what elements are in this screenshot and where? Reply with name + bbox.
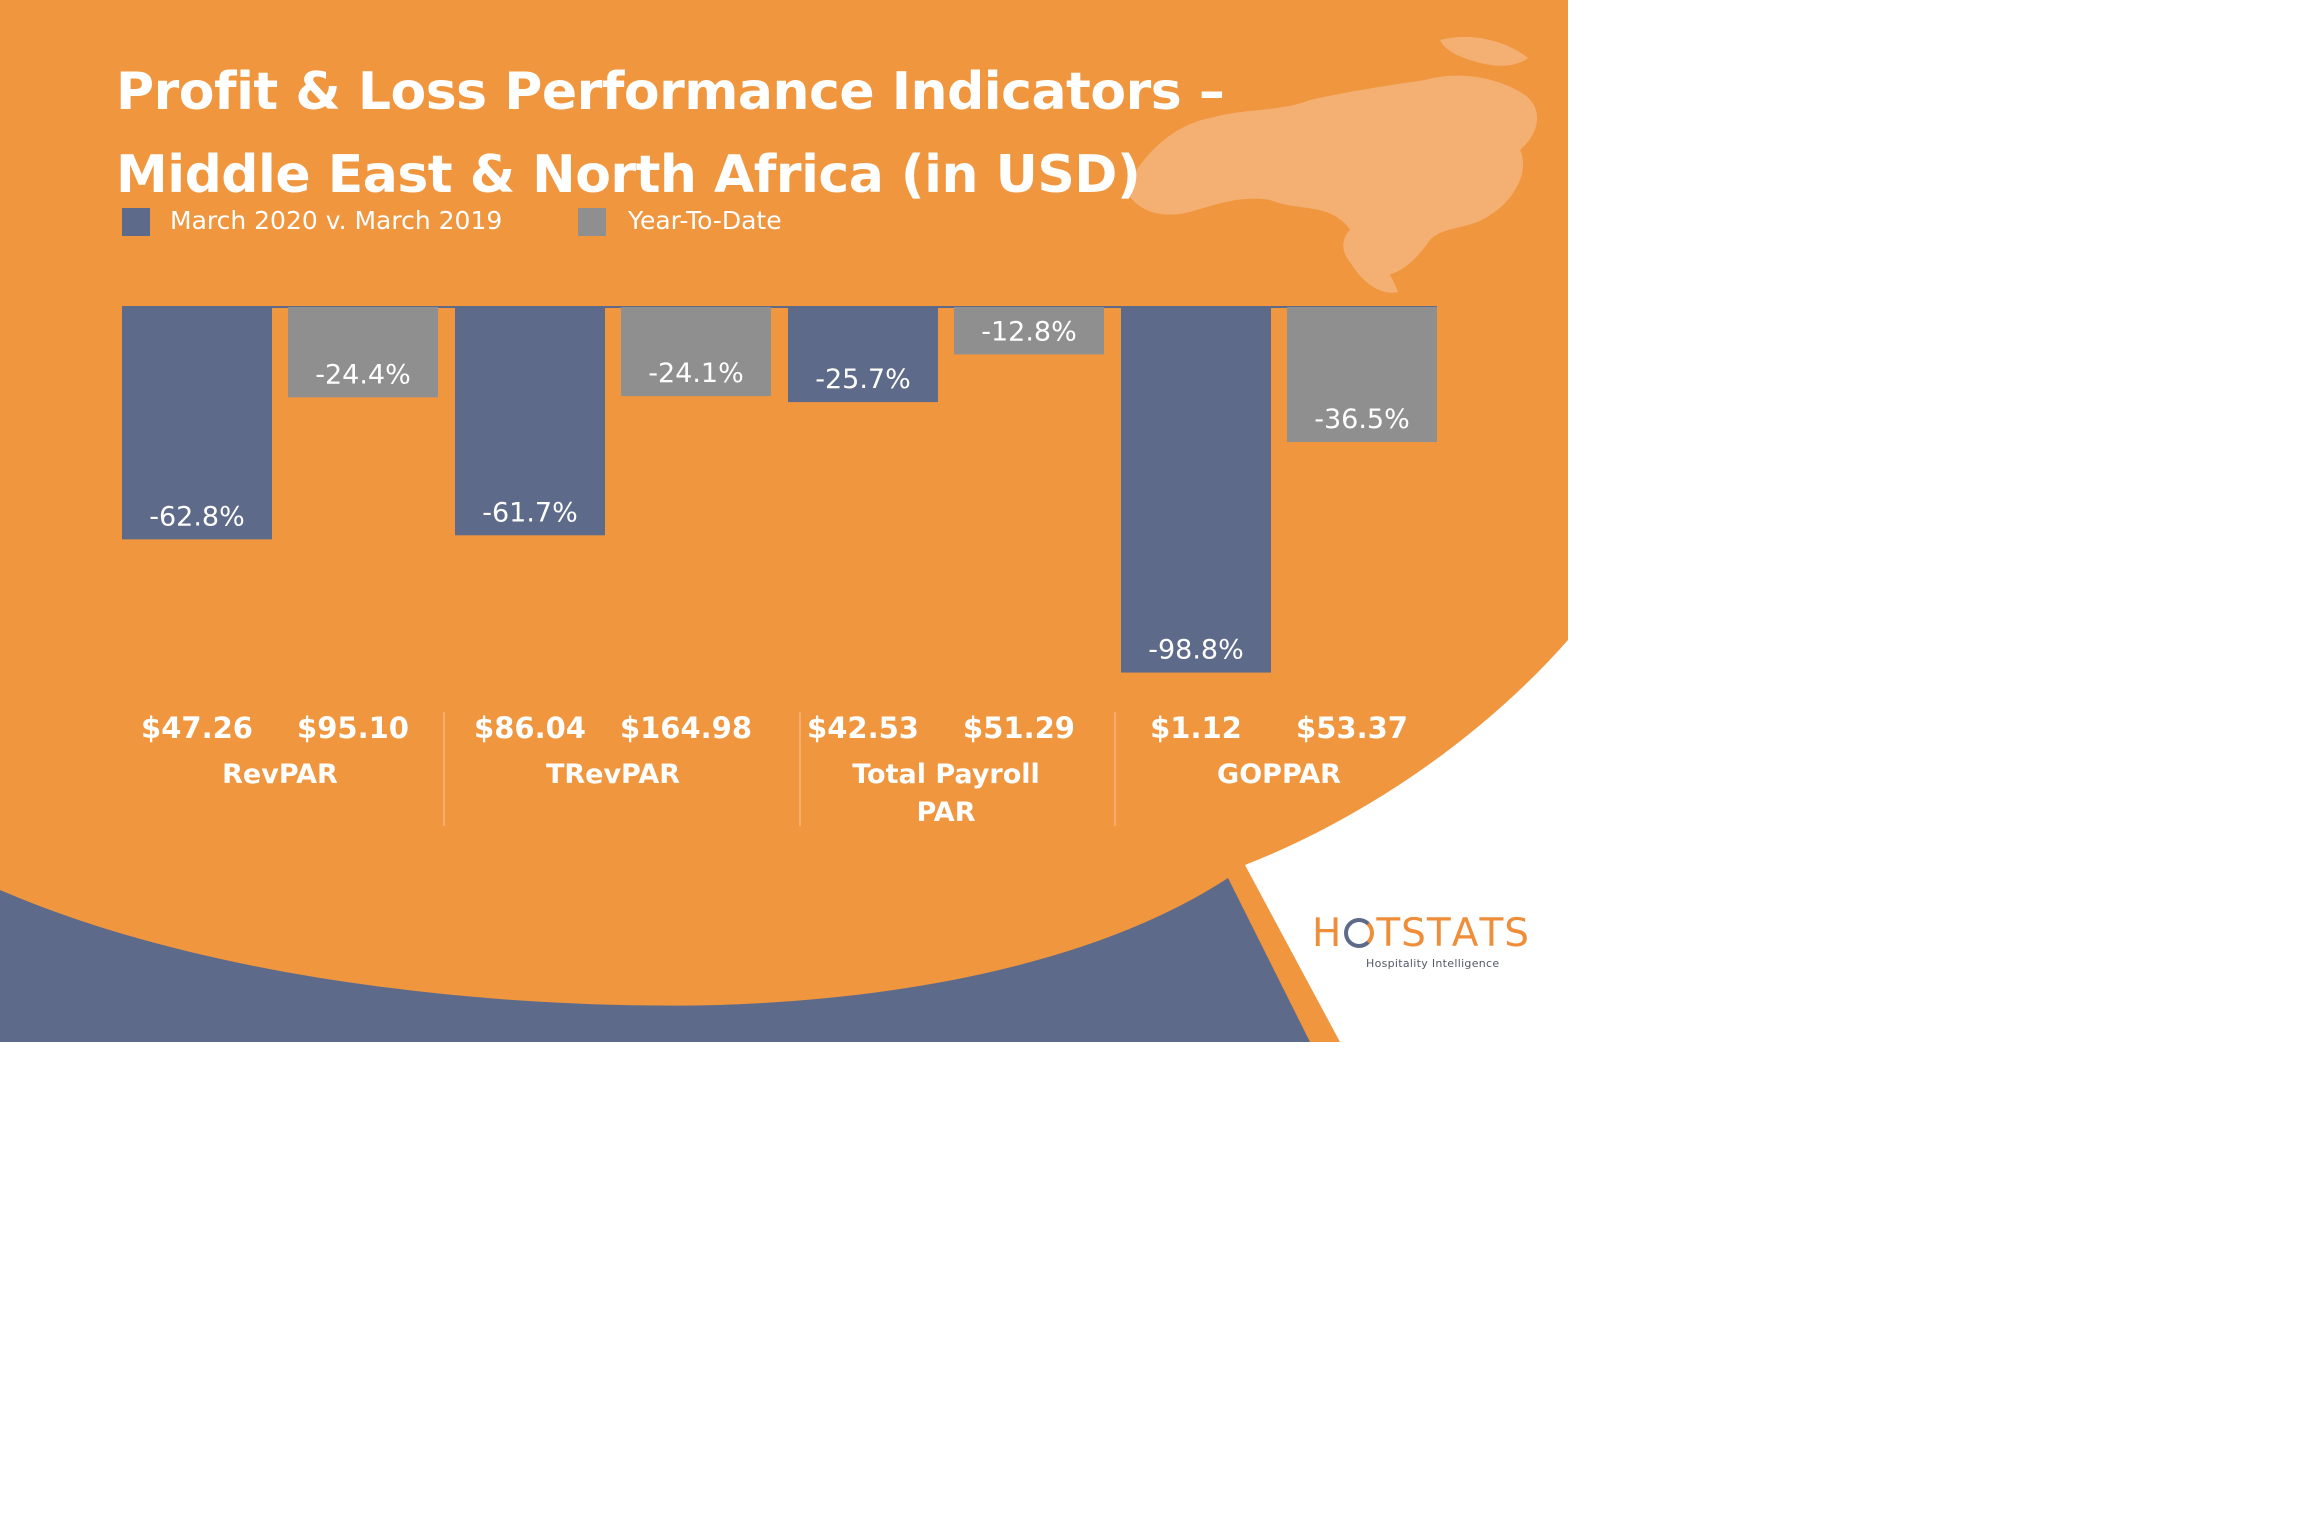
bar-monthly-0 — [122, 307, 272, 540]
usd-value-monthly-1: $86.04 — [474, 711, 586, 745]
bar-label-monthly-3: -98.8% — [1148, 635, 1244, 666]
bar-label-ytd-2: -12.8% — [981, 316, 1077, 347]
logo-tagline: Hospitality Intelligence — [1366, 957, 1500, 970]
usd-value-ytd-3: $53.37 — [1296, 711, 1408, 745]
bar-label-ytd-3: -36.5% — [1314, 404, 1410, 435]
usd-value-monthly-3: $1.12 — [1150, 711, 1242, 745]
usd-value-ytd-0: $95.10 — [297, 711, 409, 745]
bar-ytd-1 — [621, 307, 771, 397]
usd-value-ytd-2: $51.29 — [963, 711, 1075, 745]
legend-label-ytd: Year-To-Date — [628, 206, 782, 235]
mena-map-decoration — [1125, 36, 1538, 293]
bottom-band — [0, 878, 1310, 1042]
legend-swatch-monthly — [122, 208, 150, 236]
white-corner-shape — [1245, 640, 1568, 1042]
legend-swatch-ytd — [578, 208, 606, 236]
logo-ring-icon — [1344, 918, 1375, 948]
bar-monthly-1 — [455, 307, 605, 536]
usd-value-ytd-1: $164.98 — [620, 711, 752, 745]
bar-monthly-2 — [788, 307, 938, 403]
category-label-2: Total Payroll — [852, 759, 1040, 790]
chart-title-line-2: Middle East & North Africa (in USD) — [116, 145, 1141, 205]
usd-value-monthly-2: $42.53 — [807, 711, 919, 745]
infographic: Profit & Loss Performance Indicators – M… — [0, 0, 1568, 1042]
hotstats-logo: H TSTATS — [1312, 911, 1531, 956]
bar-ytd-2 — [954, 307, 1104, 355]
bar-monthly-3 — [1121, 307, 1271, 673]
bar-ytd-0 — [288, 307, 438, 398]
category-label-1: TRevPAR — [546, 759, 680, 790]
category-label-2-line-1: PAR — [917, 797, 976, 828]
chart-title-line-1: Profit & Loss Performance Indicators – — [116, 62, 1225, 122]
bar-chart: -62.8% $47.26 -24.4% $95.10 RevPAR -61.7% $86.… — [122, 306, 1437, 828]
bar-ytd-3 — [1287, 307, 1437, 443]
category-label-0: RevPAR — [222, 759, 338, 790]
bar-label-ytd-1: -24.1% — [648, 358, 744, 389]
bar-label-ytd-0: -24.4% — [315, 359, 411, 390]
category-label-3: GOPPAR — [1217, 759, 1341, 790]
bar-label-monthly-2: -25.7% — [815, 364, 911, 395]
bar-label-monthly-1: -61.7% — [482, 497, 578, 528]
legend-label-monthly: March 2020 v. March 2019 — [170, 206, 503, 235]
usd-value-monthly-0: $47.26 — [141, 711, 253, 745]
bar-label-monthly-0: -62.8% — [149, 501, 245, 532]
